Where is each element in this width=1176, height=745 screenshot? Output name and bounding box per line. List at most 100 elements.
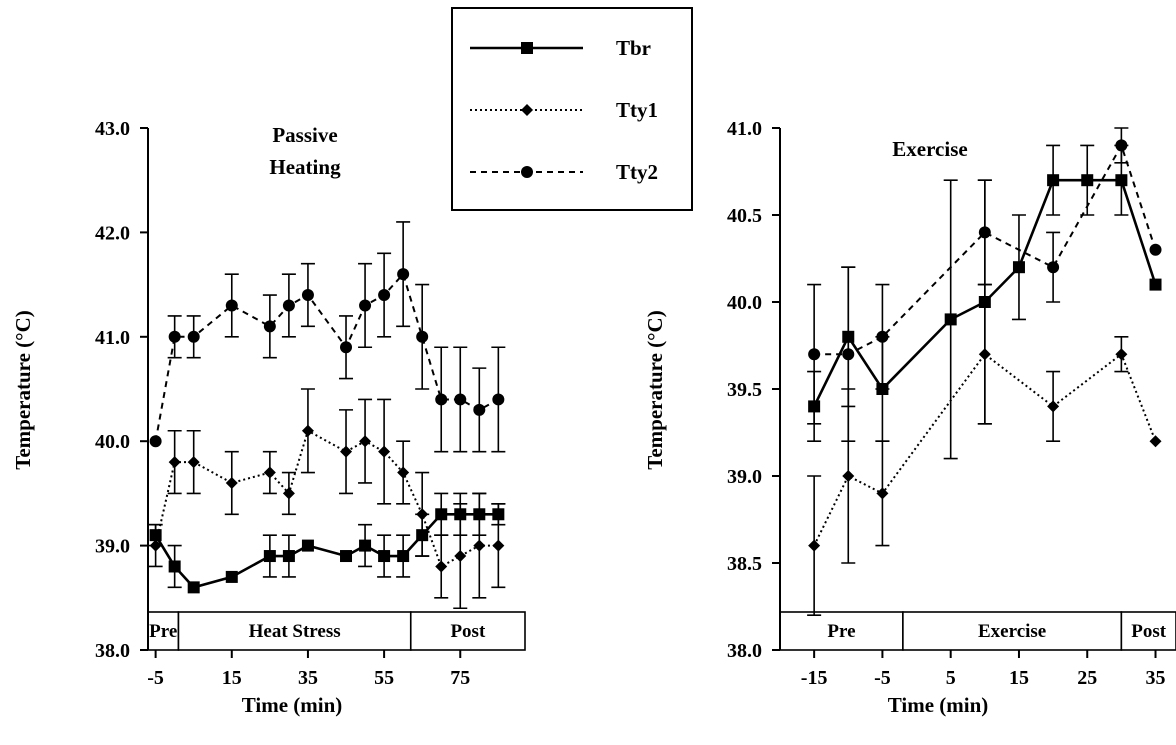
x-tick-label: 55	[374, 667, 394, 689]
y-axis-label: Temperature (°C)	[643, 310, 667, 469]
series-tty1	[807, 283, 1162, 616]
phase-label: Post	[450, 621, 486, 642]
data-point	[359, 539, 372, 552]
phase-box-2	[177, 611, 412, 651]
data-point	[225, 299, 238, 312]
data-point	[340, 445, 353, 458]
legend-label: Tty1	[616, 98, 658, 122]
x-tick-label: -15	[801, 667, 828, 689]
data-point	[454, 393, 467, 406]
data-point	[944, 313, 957, 326]
data-point	[282, 487, 295, 500]
data-point	[397, 466, 410, 479]
series-line	[154, 512, 499, 589]
data-point	[168, 456, 181, 469]
x-tick-label: -5	[147, 667, 164, 689]
data-point	[454, 550, 467, 563]
data-point	[378, 445, 391, 458]
y-tick-label: 43.0	[95, 118, 130, 140]
data-point	[876, 487, 889, 500]
data-point	[1115, 174, 1128, 187]
data-point	[378, 289, 391, 302]
chart-panel-1: Pre Heat Stress Post 38.0 39.0 40.0 41.0 42.0 43…	[11, 118, 526, 717]
data-point	[808, 539, 821, 552]
data-point	[1012, 261, 1025, 274]
legend-marker	[521, 104, 533, 116]
series-line	[154, 272, 499, 442]
phase-label: Heat Stress	[249, 621, 341, 642]
data-point	[473, 539, 486, 552]
legend-label: Tbr	[616, 36, 651, 60]
x-tick-label: 15	[1009, 667, 1029, 689]
data-point	[978, 226, 991, 239]
phase-label: Exercise	[978, 621, 1046, 642]
data-point	[301, 424, 314, 437]
legend-marker	[521, 42, 533, 54]
x-axis-label: Time (min)	[242, 693, 343, 717]
data-point	[187, 581, 200, 594]
data-point	[263, 550, 276, 563]
data-point	[416, 508, 429, 521]
x-tick-label: 35	[298, 667, 318, 689]
y-tick-label: 41.0	[95, 327, 130, 349]
series-tty2	[149, 221, 506, 453]
x-tick-label: 15	[222, 667, 242, 689]
y-tick-label: 38.5	[727, 553, 762, 575]
series-tbr	[148, 492, 506, 594]
data-point	[1081, 174, 1094, 187]
data-point	[876, 330, 889, 343]
x-tick-label: 35	[1146, 667, 1166, 689]
data-point	[340, 341, 353, 354]
y-tick-label: 39.0	[727, 466, 762, 488]
data-point	[435, 508, 448, 521]
data-point	[492, 393, 505, 406]
data-point	[149, 435, 162, 448]
data-point	[473, 403, 486, 416]
data-point	[149, 539, 162, 552]
data-point	[978, 348, 991, 361]
data-point	[842, 348, 855, 361]
y-tick-label: 40.0	[95, 431, 130, 453]
phase-label: Pre	[149, 621, 177, 642]
data-point	[416, 330, 429, 343]
y-axis-label: Temperature (°C)	[11, 310, 35, 469]
data-point	[187, 330, 200, 343]
phase-box-1	[779, 611, 904, 651]
data-point	[1149, 243, 1162, 256]
legend-marker	[521, 166, 533, 178]
y-tick-label: 40.0	[727, 292, 762, 314]
data-point	[282, 550, 295, 563]
data-point	[263, 320, 276, 333]
series-tty2	[807, 127, 1162, 442]
data-point	[301, 289, 314, 302]
series-line	[812, 178, 1157, 407]
y-tick-label: 41.0	[727, 118, 762, 140]
data-point	[435, 560, 448, 573]
data-point	[808, 348, 821, 361]
y-tick-label: 38.0	[95, 640, 130, 662]
series-line	[154, 429, 499, 568]
x-tick-label: 75	[450, 667, 470, 689]
chart-title: Passive Heating	[269, 123, 341, 179]
legend: Tbr Tty1 Tty2	[451, 7, 693, 211]
data-point	[1115, 139, 1128, 152]
data-point	[397, 550, 410, 563]
data-point	[1047, 174, 1060, 187]
data-point	[359, 299, 372, 312]
y-tick-label: 39.0	[95, 536, 130, 558]
data-point	[1047, 400, 1060, 413]
data-point	[397, 268, 410, 281]
data-point	[492, 539, 505, 552]
y-tick-label: 38.0	[727, 640, 762, 662]
data-point	[225, 570, 238, 583]
phase-label: Pre	[827, 621, 855, 642]
x-tick-label: 5	[946, 667, 956, 689]
data-point	[1149, 435, 1162, 448]
y-tick-label: 42.0	[95, 222, 130, 244]
data-point	[282, 299, 295, 312]
legend-label: Tty2	[616, 160, 658, 184]
data-point	[301, 539, 314, 552]
phase-box-3	[409, 611, 526, 651]
data-point	[435, 393, 448, 406]
x-axis-label: Time (min)	[888, 693, 989, 717]
